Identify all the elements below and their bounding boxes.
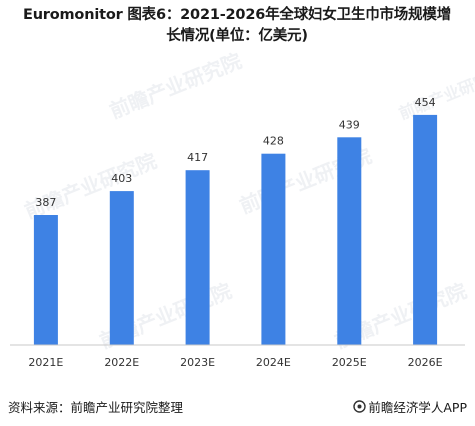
value-label-2023E: 417 bbox=[187, 151, 208, 164]
chart-title-line2: 长情况(单位：亿美元) bbox=[166, 28, 308, 44]
x-tick-label-2025E: 2025E bbox=[332, 356, 367, 369]
value-label-2026E: 454 bbox=[415, 96, 436, 109]
value-label-2022E: 403 bbox=[111, 172, 132, 185]
bar-2024E bbox=[261, 153, 286, 345]
bar-2025E bbox=[337, 137, 362, 345]
source-text: 资料来源：前瞻产业研究院整理 bbox=[8, 400, 184, 415]
brand-text: 前瞻经济学人APP bbox=[368, 400, 467, 415]
chart-title: Euromonitor 图表6：2021-2026年全球妇女卫生巾市场规模增 长… bbox=[6, 5, 468, 47]
brand: 前瞻经济学人APP bbox=[353, 397, 467, 416]
x-tick-label-2026E: 2026E bbox=[408, 356, 443, 369]
x-tick-label-2024E: 2024E bbox=[256, 356, 291, 369]
footer: 资料来源：前瞻产业研究院整理 前瞻经济学人APP bbox=[8, 397, 467, 417]
value-label-2021E: 387 bbox=[35, 196, 56, 209]
bar-2021E bbox=[33, 215, 58, 345]
value-label-2025E: 439 bbox=[339, 118, 360, 131]
chart-title-line1: Euromonitor 图表6：2021-2026年全球妇女卫生巾市场规模增 bbox=[22, 7, 451, 23]
bar-2026E bbox=[413, 114, 438, 346]
bar-2022E bbox=[109, 191, 134, 345]
x-tick-label-2021E: 2021E bbox=[28, 356, 63, 369]
value-labels-group: 387 403 417 428 439 454 bbox=[35, 96, 435, 209]
x-tick-labels-group: 2021E 2022E 2023E 2024E 2025E 2026E bbox=[28, 356, 442, 369]
circle-logo-icon bbox=[353, 400, 367, 413]
x-tick-label-2023E: 2023E bbox=[180, 356, 215, 369]
x-tick-label-2022E: 2022E bbox=[104, 356, 139, 369]
bar-2023E bbox=[185, 170, 210, 345]
value-label-2024E: 428 bbox=[263, 135, 284, 148]
bars-group bbox=[33, 114, 438, 346]
